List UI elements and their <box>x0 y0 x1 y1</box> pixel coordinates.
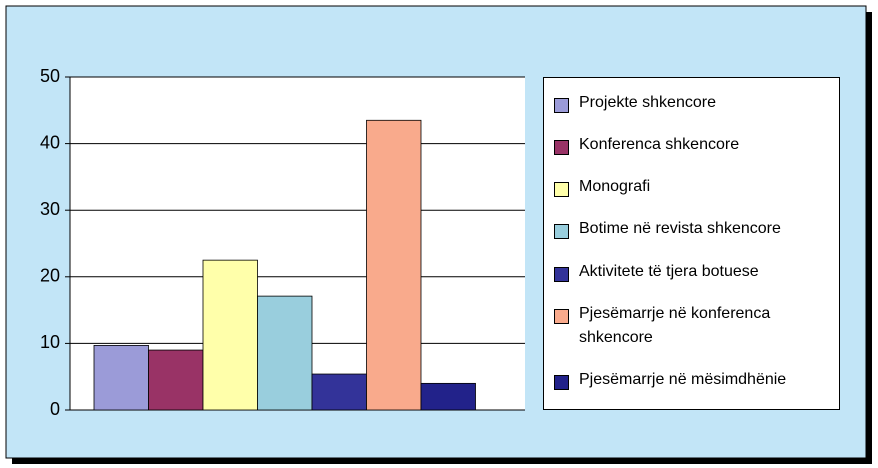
bar <box>257 295 313 411</box>
legend-swatch <box>554 98 569 114</box>
legend-label: Aktivitete të tjera botuese <box>579 262 759 280</box>
bar <box>420 382 476 411</box>
legend-item: Monografi <box>544 178 839 199</box>
bar <box>311 373 367 411</box>
legend-swatch <box>554 140 569 156</box>
legend-item: Projekte shkencore <box>544 94 839 115</box>
y-tick-label: 50 <box>40 66 60 86</box>
y-tick-label: 30 <box>40 199 60 219</box>
legend-swatch <box>554 266 569 282</box>
bar <box>202 259 258 411</box>
y-tick-label: 20 <box>40 266 60 286</box>
legend-label: Botime në revista shkencore <box>579 220 781 238</box>
legend-label: Pjesëmarrje në mësimdhënie <box>579 370 787 388</box>
y-tick-label: 0 <box>50 399 60 419</box>
legend-item: Aktivitete të tjera botuese <box>544 263 839 284</box>
legend-item: Pjesëmarrje në konferenca shkencore <box>544 305 839 350</box>
legend-label: Pjesëmarrje në konferenca shkencore <box>579 304 771 346</box>
legend-swatch <box>554 308 569 324</box>
legend: Projekte shkencore Konferenca shkencore Mo… <box>543 77 840 410</box>
legend-item: Konferenca shkencore <box>544 136 839 157</box>
y-tick-label: 40 <box>40 132 60 152</box>
legend-swatch <box>554 374 569 390</box>
bar <box>93 344 149 411</box>
legend-label: Projekte shkencore <box>579 94 716 112</box>
bar <box>148 349 204 411</box>
legend-label: Konferenca shkencore <box>579 136 740 154</box>
y-tick-label: 10 <box>40 332 60 352</box>
legend-swatch <box>554 182 569 198</box>
bar <box>366 119 422 411</box>
legend-label: Monografi <box>579 178 651 196</box>
legend-swatch <box>554 224 569 240</box>
legend-item: Pjesëmarrje në mësimdhënie <box>544 371 839 392</box>
legend-item: Botime në revista shkencore <box>544 220 839 241</box>
